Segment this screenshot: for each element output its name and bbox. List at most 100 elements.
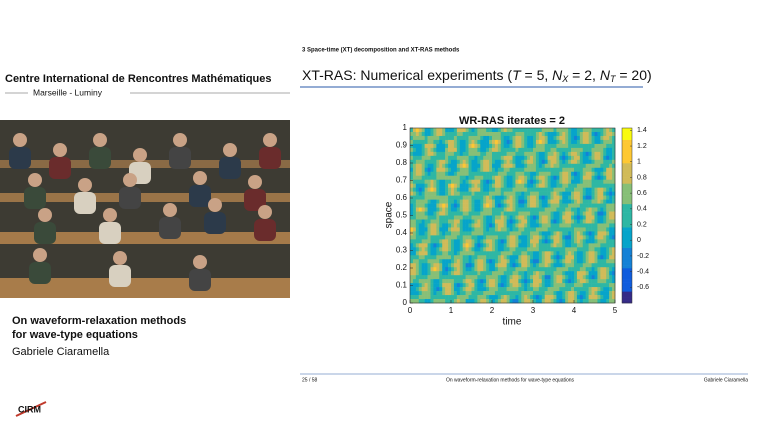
heatmap-cell [410,175,414,181]
heatmap-cell [521,155,525,161]
y-tick-label: 0.8 [396,158,408,167]
heatmap-cell [483,211,487,216]
heatmap-cell [445,179,449,184]
heatmap-cell [445,203,449,208]
heatmap-cell [489,151,493,157]
heatmap-cell [456,143,461,149]
heatmap-cell [439,243,443,248]
heatmap-cell [609,275,613,280]
heatmap-cell [483,227,487,232]
heatmap-cell [471,275,475,280]
heatmap-cell [518,163,522,169]
heatmap-cell [571,187,575,192]
heatmap-cell [597,183,601,188]
heatmap-cell [535,295,540,300]
heatmap-cell [597,203,601,208]
heatmap-cell [451,275,455,280]
heatmap-cell [410,183,414,188]
heatmap-cell [456,131,461,137]
heatmap-cell [421,191,425,196]
heatmap-cell [421,151,425,157]
heatmap-cell [415,159,420,165]
heatmap-cell [533,147,537,153]
heatmap-cell [612,139,616,145]
heatmap-cell [515,211,519,216]
heatmap-cell [500,183,505,188]
heatmap-cell [489,131,493,137]
heatmap-cell [462,159,466,165]
heatmap-cell [412,203,417,208]
heatmap-cell [565,235,569,240]
heatmap-cell [442,179,446,184]
heatmap-cell [576,155,581,161]
heatmap-cell [483,143,487,149]
heatmap-cell [603,231,607,236]
heatmap-cell [574,191,578,196]
heatmap-cell [535,291,540,296]
heatmap-cell [544,139,548,145]
heatmap-cell [594,219,598,224]
heatmap-cell [489,283,493,288]
heatmap-cell [547,243,551,248]
heatmap-cell [521,299,525,304]
heatmap-cell [556,191,560,196]
heatmap-cell [430,215,434,220]
heatmap-cell [533,199,537,204]
heatmap-cell [524,215,528,220]
heatmap-cell [483,223,487,228]
heatmap-cell [585,147,589,153]
heatmap-cell [445,187,449,192]
heatmap-cell [594,279,598,284]
heatmap-cell [579,247,584,252]
heatmap-cell [509,215,513,220]
heatmap-cell [527,255,531,260]
heatmap-cell [421,179,425,184]
heatmap-cell [492,235,496,240]
heatmap-cell [541,255,546,260]
heatmap-cell [568,167,572,173]
heatmap-cell [518,223,522,228]
heatmap-cell [424,171,428,177]
heatmap-cell [544,131,548,137]
heatmap-cell [465,243,469,248]
heatmap-cell [556,203,560,208]
heatmap-cell [439,219,443,224]
heatmap-cell [515,191,519,196]
heatmap-cell [582,299,587,304]
heatmap-cell [512,195,516,200]
heatmap-cell [524,191,528,196]
heatmap-cell [430,147,434,153]
heatmap-cell [576,279,581,284]
heatmap-cell [600,211,604,216]
heatmap-cell [415,195,420,200]
heatmap-cell [535,251,540,256]
heatmap-cell [418,287,423,292]
heatmap-cell [439,287,443,292]
heatmap-cell [480,199,484,204]
heatmap-cell [477,279,481,284]
heatmap-cell [603,291,607,296]
heatmap-cell [597,275,601,280]
heatmap-cell [451,175,455,181]
heatmap-cell [574,263,578,268]
heatmap-cell [474,215,478,220]
heatmap-cell [524,299,528,304]
heatmap-cell [471,263,475,268]
heatmap-cell [445,191,449,196]
heatmap-cell [568,251,572,256]
heatmap-cell [518,259,522,264]
heatmap-cell [609,279,613,284]
heatmap-cell [541,163,546,169]
heatmap-cell [591,299,595,304]
heatmap-cell [415,207,420,212]
heatmap-cell [591,271,595,276]
heatmap-cell [515,291,519,296]
heatmap-cell [609,235,613,240]
heatmap-cell [600,167,604,173]
heatmap-cell [559,223,563,228]
heatmap-cell [547,151,551,157]
heatmap-cell [459,207,464,212]
heatmap-cell [544,239,548,244]
heatmap-cell [430,235,434,240]
heatmap-cell [410,163,414,169]
